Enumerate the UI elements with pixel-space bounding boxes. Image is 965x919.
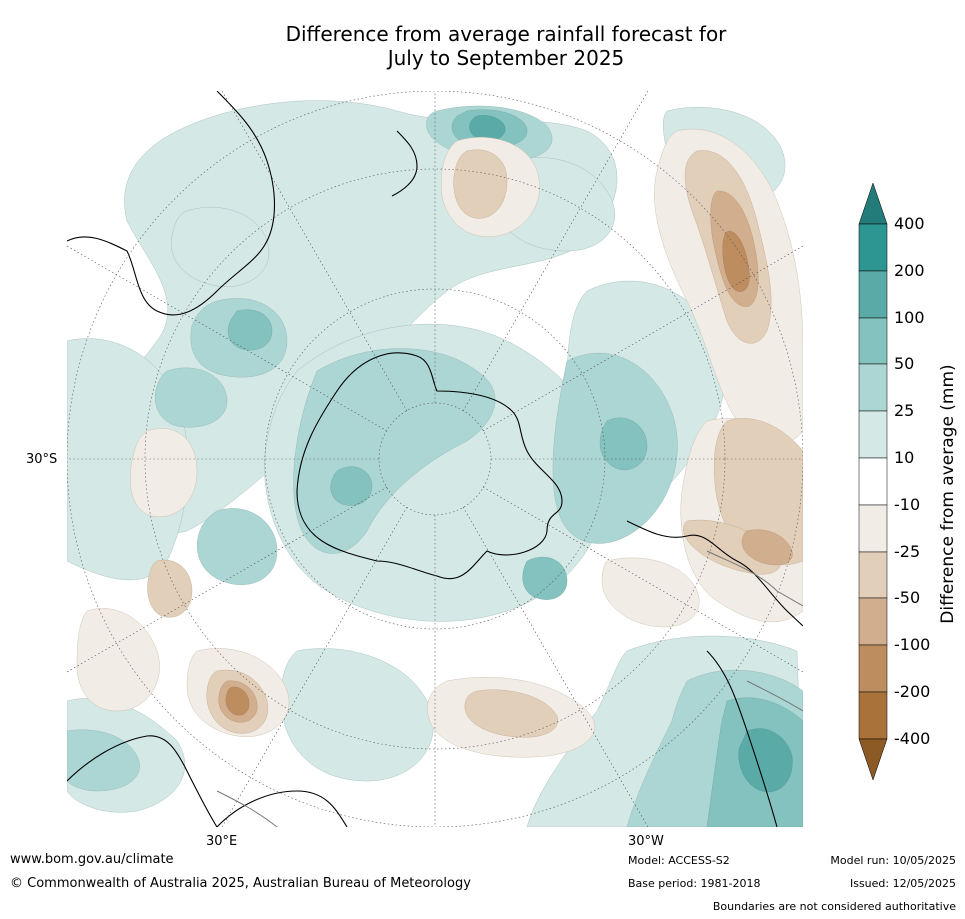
colorbar-swatch-neg200-neg100 (858, 644, 888, 693)
colorbar-label-neg10: -10 (894, 495, 921, 514)
boundaries-disclaimer: Boundaries are not considered authoritat… (712, 900, 956, 913)
colorbar-swatch-200-400 (858, 223, 888, 272)
rainfall-contour-100-200 (469, 115, 793, 793)
title-line-2: July to September 2025 (387, 46, 625, 70)
colorbar-swatch-neg10-10 (858, 457, 888, 506)
colorbar-label-100: 100 (894, 308, 925, 327)
map-title: Difference from average rainfall forecas… (200, 22, 812, 70)
colorbar-label-400: 400 (894, 214, 925, 233)
colorbar-swatch-neg400-neg200 (858, 691, 888, 740)
colorbar-label-neg100: -100 (894, 635, 931, 654)
graticule (67, 91, 803, 827)
colorbar-label-neg25: -25 (894, 542, 921, 561)
colorbar (858, 182, 888, 781)
colorbar-swatch-neg50-neg25 (858, 551, 888, 599)
longitude-label-30w: 30°W (628, 834, 664, 849)
colorbar-label-neg200: -200 (894, 682, 931, 701)
polar-rainfall-map (67, 91, 803, 827)
model-name: Model: ACCESS-S2 (628, 854, 730, 867)
latitude-label-30s: 30°S (26, 452, 58, 467)
colorbar-label-neg400: -400 (894, 729, 931, 748)
country-boundaries (216, 550, 803, 827)
colorbar-swatch-100-200 (858, 270, 888, 319)
colorbar-swatch-10-25 (858, 410, 888, 459)
colorbar-swatch-50-100 (858, 317, 888, 365)
model-run-date: Model run: 10/05/2025 (830, 854, 956, 867)
colorbar-label-25: 25 (894, 401, 915, 420)
colorbar-arrow-bottom (858, 738, 888, 781)
colorbar-label-neg50: -50 (894, 588, 921, 607)
colorbar-title: Difference from average (mm) (938, 364, 958, 624)
coastlines (67, 91, 803, 827)
colorbar-label-50: 50 (894, 354, 915, 373)
issued-date: Issued: 12/05/2025 (849, 877, 956, 890)
website-link[interactable]: www.bom.gov.au/climate (10, 852, 174, 867)
rainfall-contour-neg100-200 (225, 230, 750, 716)
colorbar-swatch-neg25-neg10 (858, 504, 888, 553)
colorbar-arrow-top (858, 182, 888, 225)
longitude-label-30e: 30°E (206, 834, 238, 849)
colorbar-swatch-25-50 (858, 363, 888, 412)
base-period: Base period: 1981-2018 (628, 877, 761, 890)
colorbar-label-10: 10 (894, 448, 915, 467)
title-line-1: Difference from average rainfall forecas… (285, 22, 727, 46)
colorbar-swatches (858, 182, 888, 781)
copyright-text: © Commonwealth of Australia 2025, Austra… (10, 876, 471, 891)
colorbar-swatch-neg100-neg50 (858, 597, 888, 646)
colorbar-label-200: 200 (894, 261, 925, 280)
